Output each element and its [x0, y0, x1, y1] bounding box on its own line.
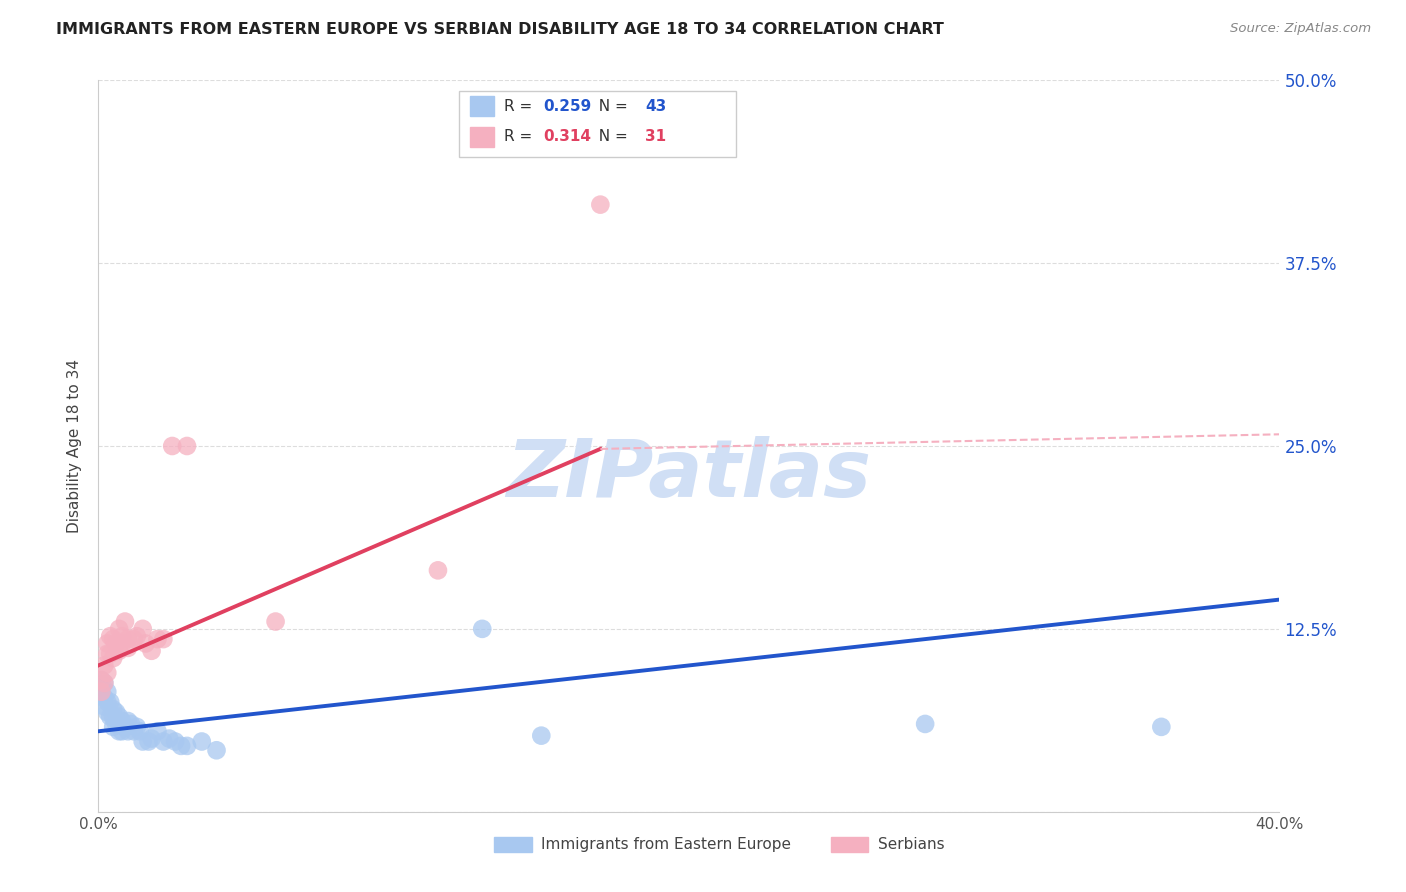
Point: [117, 640, 139, 655]
Point: [90, 688, 112, 702]
Point: [589, 197, 612, 211]
Bar: [831, 838, 869, 852]
Point: [96, 695, 118, 709]
Point: [117, 724, 139, 739]
Point: [108, 644, 131, 658]
Point: [146, 632, 169, 646]
Point: [530, 729, 553, 743]
Point: [98, 709, 121, 723]
Point: [122, 632, 145, 646]
Point: [111, 629, 134, 643]
Point: [93, 699, 115, 714]
Point: [122, 724, 145, 739]
Point: [120, 717, 142, 731]
Text: Source: ZipAtlas.com: Source: ZipAtlas.com: [1230, 22, 1371, 36]
Point: [103, 709, 125, 723]
Point: [90, 673, 112, 687]
Point: [108, 724, 131, 739]
Point: [108, 717, 131, 731]
Text: 0.314: 0.314: [544, 129, 592, 145]
Point: [108, 709, 131, 723]
Point: [103, 702, 125, 716]
Point: [141, 644, 163, 658]
Point: [93, 676, 115, 690]
Point: [90, 685, 112, 699]
Point: [105, 705, 128, 719]
Point: [128, 724, 150, 739]
Text: Immigrants from Eastern Europe: Immigrants from Eastern Europe: [541, 837, 792, 852]
Point: [176, 739, 198, 753]
Point: [125, 629, 148, 643]
Text: 31: 31: [645, 129, 666, 145]
Point: [176, 439, 198, 453]
Text: N =: N =: [589, 129, 633, 145]
Point: [114, 720, 136, 734]
Point: [103, 632, 125, 646]
Point: [96, 636, 118, 650]
Y-axis label: Disability Age 18 to 34: Disability Age 18 to 34: [67, 359, 83, 533]
Bar: [494, 838, 531, 852]
Point: [96, 705, 118, 719]
Bar: [471, 127, 494, 147]
Point: [427, 563, 450, 577]
Point: [146, 724, 169, 739]
Text: 43: 43: [645, 98, 666, 113]
Point: [138, 734, 160, 748]
Point: [111, 724, 134, 739]
Point: [98, 629, 121, 643]
Point: [90, 681, 112, 695]
Point: [125, 720, 148, 734]
Text: R =: R =: [503, 129, 537, 145]
Point: [105, 717, 128, 731]
Point: [103, 651, 125, 665]
Point: [157, 731, 180, 746]
Point: [165, 734, 187, 748]
Point: [152, 632, 174, 646]
Point: [191, 734, 214, 748]
Text: ZIPatlas: ZIPatlas: [506, 436, 872, 515]
Point: [93, 676, 115, 690]
Text: N =: N =: [589, 98, 633, 113]
Point: [93, 658, 115, 673]
Point: [141, 731, 163, 746]
Text: 0.259: 0.259: [544, 98, 592, 113]
Bar: [471, 95, 494, 116]
Point: [117, 632, 139, 646]
Point: [98, 647, 121, 661]
Point: [170, 739, 193, 753]
Point: [264, 615, 287, 629]
Point: [98, 695, 121, 709]
Point: [93, 690, 115, 705]
Point: [96, 665, 118, 680]
Point: [111, 636, 134, 650]
Point: [103, 720, 125, 734]
Text: IMMIGRANTS FROM EASTERN EUROPE VS SERBIAN DISABILITY AGE 18 TO 34 CORRELATION CH: IMMIGRANTS FROM EASTERN EUROPE VS SERBIA…: [56, 22, 943, 37]
Text: R =: R =: [503, 98, 537, 113]
Point: [205, 743, 228, 757]
Text: Serbians: Serbians: [877, 837, 945, 852]
Point: [96, 647, 118, 661]
Point: [117, 714, 139, 728]
FancyBboxPatch shape: [458, 91, 737, 157]
Point: [90, 673, 112, 687]
Point: [132, 734, 155, 748]
Point: [162, 439, 183, 453]
Point: [108, 622, 131, 636]
Point: [135, 636, 157, 650]
Point: [96, 685, 118, 699]
Point: [914, 717, 936, 731]
Point: [114, 615, 136, 629]
Point: [105, 636, 128, 650]
Point: [152, 734, 174, 748]
Point: [111, 714, 134, 728]
Point: [471, 622, 494, 636]
Point: [1150, 720, 1173, 734]
Point: [132, 622, 155, 636]
